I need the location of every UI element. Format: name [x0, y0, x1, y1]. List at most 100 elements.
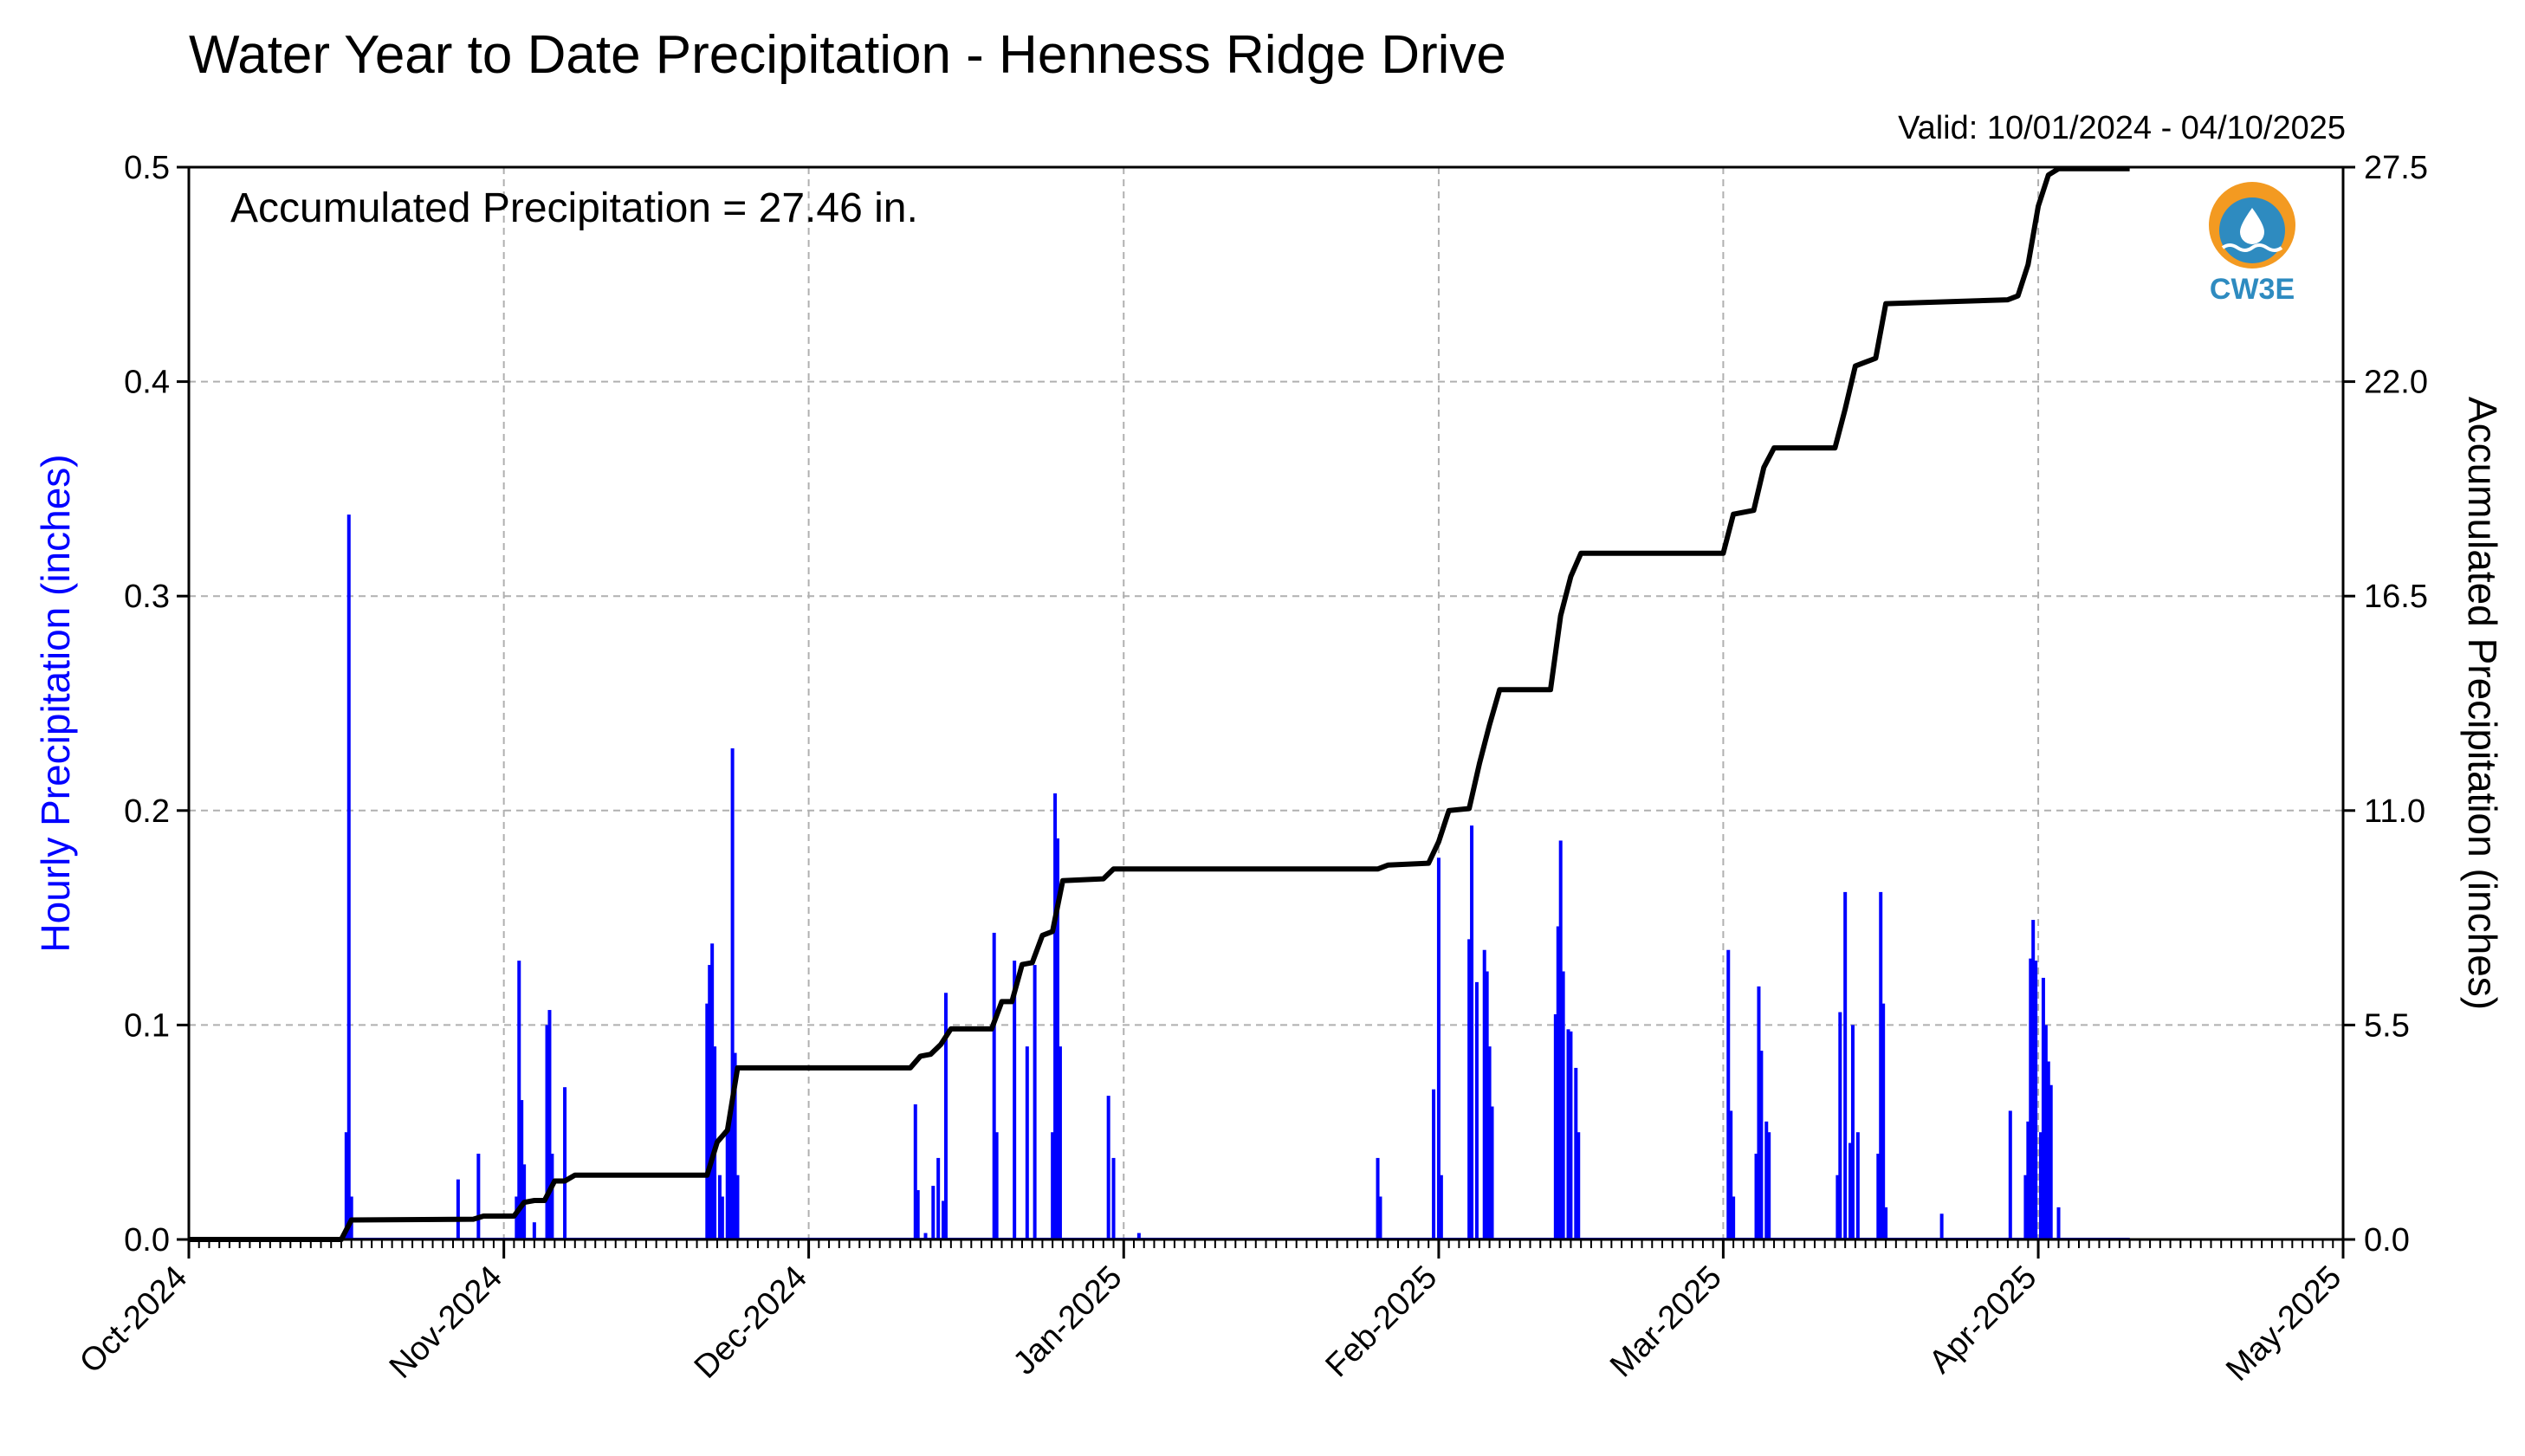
hourly-bar — [2026, 1121, 2030, 1239]
hourly-bar — [1561, 971, 1565, 1239]
hourly-bar — [1482, 949, 1486, 1239]
hourly-bar — [913, 1104, 917, 1239]
x-tick-label: Oct-2024 — [73, 1259, 194, 1381]
hourly-bar — [1879, 891, 1883, 1239]
hourly-bar — [717, 1175, 722, 1239]
hourly-bar — [1487, 1046, 1492, 1239]
ticks-layer — [177, 165, 2355, 1259]
hourly-bar — [1732, 1196, 1736, 1239]
hourly-bar — [2031, 920, 2036, 1239]
logo-text: CW3E — [2210, 273, 2295, 306]
hourly-bar — [545, 1025, 549, 1239]
hourly-bar — [2038, 1132, 2043, 1239]
hourly-bar — [1106, 1096, 1110, 1239]
hourly-bar — [1754, 1153, 1758, 1239]
hourly-bar — [2043, 1025, 2048, 1239]
plot-frame — [187, 165, 2345, 1241]
cw3e-logo: CW3E — [2209, 182, 2295, 306]
hourly-bar — [456, 1179, 460, 1239]
hourly-bar — [1569, 1031, 1573, 1239]
x-tick-label: Dec-2024 — [688, 1259, 814, 1386]
hourly-bar — [1876, 1153, 1881, 1239]
hourly-bar — [710, 943, 715, 1239]
hourly-bar — [1848, 1142, 1853, 1239]
hourly-bar — [1056, 838, 1060, 1239]
hourly-bar — [515, 1196, 519, 1239]
hourly-bar — [1485, 971, 1489, 1239]
hourly-bar — [1757, 986, 1761, 1239]
hourly-bar — [994, 1132, 999, 1239]
y-right-axis-title: Accumulated Precipitation (inches) — [2460, 397, 2505, 1010]
y-left-tick-label: 0.1 — [124, 1007, 170, 1044]
hourly-bar — [1470, 825, 1474, 1239]
hourly-bar — [2023, 1175, 2028, 1239]
hourly-bar — [708, 965, 712, 1239]
x-tick-label: Jan-2025 — [1007, 1259, 1130, 1382]
hourly-bar — [1051, 1132, 1055, 1239]
hourly-bar — [733, 1052, 737, 1239]
hourly-bar — [1025, 1046, 1029, 1239]
x-tick-label: Mar-2025 — [1603, 1259, 1729, 1385]
hourly-bar — [550, 1153, 554, 1239]
hourly-bar — [2034, 961, 2038, 1239]
hourly-bar — [1767, 1132, 1771, 1239]
hourly-bar — [1843, 891, 1848, 1239]
hourly-bar — [936, 1157, 941, 1239]
y-left-tick-label: 0.5 — [124, 150, 170, 186]
hourly-bar — [2008, 1110, 2012, 1239]
hourly-bar — [1432, 1089, 1436, 1239]
hourly-bar — [728, 1121, 732, 1239]
hourly-bar — [1939, 1213, 1944, 1239]
hourly-bar — [547, 1010, 552, 1239]
x-tick-label: Feb-2025 — [1319, 1259, 1445, 1385]
y-right-tick-label: 16.5 — [2364, 579, 2428, 615]
y-left-tick-label: 0.4 — [124, 365, 170, 401]
hourly-bar — [1577, 1132, 1581, 1239]
hourly-bar — [725, 1132, 729, 1239]
hourly-bar — [346, 514, 351, 1239]
hourly-bar — [1838, 1012, 1842, 1239]
hourly-bar — [2056, 1207, 2061, 1239]
hourly-bar — [520, 1100, 524, 1239]
y-left-tick-label: 0.0 — [124, 1222, 170, 1259]
hourly-bar — [1474, 981, 1479, 1239]
hourly-bar — [2046, 1061, 2050, 1239]
hourly-bar — [1033, 965, 1037, 1239]
hourly-bar — [1729, 1110, 1733, 1239]
hourly-bar — [1574, 1067, 1578, 1239]
y-right-tick-label: 22.0 — [2364, 365, 2428, 401]
chart-title: Water Year to Date Precipitation - Henne… — [189, 25, 1506, 85]
hourly-bar — [720, 1196, 724, 1239]
hourly-bar — [1013, 961, 1017, 1239]
hourly-bar — [1558, 840, 1563, 1239]
hourly-bar — [2029, 958, 2033, 1239]
hourly-bar — [942, 1200, 946, 1239]
hourly-bar — [1111, 1157, 1116, 1239]
accumulated-line-layer — [189, 165, 2130, 1242]
hourly-bar — [1058, 1046, 1062, 1239]
hourly-bar — [931, 1186, 936, 1239]
hourly-bar — [916, 1190, 920, 1239]
hourly-bar — [1436, 857, 1441, 1239]
x-tick-label: May-2025 — [2219, 1259, 2348, 1388]
hourly-bar — [735, 1175, 740, 1239]
x-tick-label: Apr-2025 — [1922, 1259, 2043, 1381]
hourly-bar — [1764, 1121, 1769, 1239]
hourly-bar — [1378, 1196, 1382, 1239]
hourly-bar — [2041, 977, 2045, 1239]
hourly-bar — [705, 1003, 709, 1239]
accumulated-annotation: Accumulated Precipitation = 27.46 in. — [230, 185, 918, 231]
logo-wave-icon — [2221, 243, 2283, 252]
hourly-bar — [476, 1153, 481, 1239]
hourly-bar — [992, 932, 996, 1239]
hourly-bar — [1881, 1003, 1886, 1239]
y-left-axis-title: Hourly Precipitation (inches) — [33, 454, 78, 952]
y-left-tick-label: 0.3 — [124, 579, 170, 615]
hourly-bar — [1850, 1025, 1855, 1239]
y-right-tick-label: 27.5 — [2364, 150, 2428, 186]
valid-range-label: Valid: 10/01/2024 - 04/10/2025 — [1898, 110, 2346, 146]
tick-labels-layer: 0.0 0.0 0.1 5.5 0.2 11.0 0.3 16.5 0.4 22.0 0.5 27.5… — [73, 150, 2428, 1388]
hourly-bar — [1884, 1207, 1888, 1239]
hourly-bars — [189, 514, 2130, 1239]
